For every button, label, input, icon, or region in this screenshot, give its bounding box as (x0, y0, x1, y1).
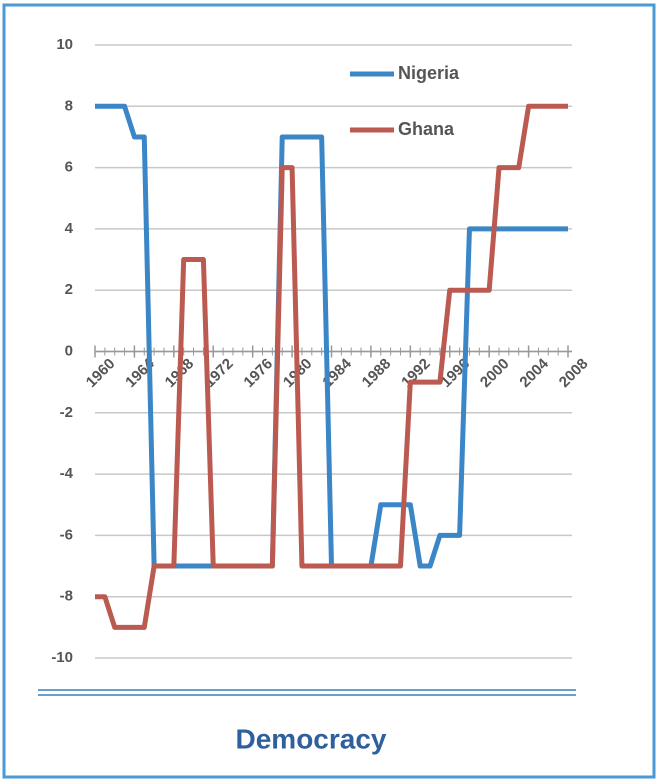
legend-label: Ghana (398, 119, 455, 139)
y-tick-label: -4 (60, 465, 74, 482)
y-tick-label: 2 (65, 281, 73, 298)
chart-title: Democracy (236, 723, 387, 754)
y-tick-label: -8 (60, 588, 73, 605)
y-tick-label: -2 (60, 404, 73, 421)
y-tick-label: 4 (65, 220, 74, 237)
y-tick-label: 0 (65, 342, 73, 359)
y-tick-label: 6 (65, 159, 73, 176)
y-tick-label: -6 (60, 526, 73, 543)
y-tick-label: 8 (65, 97, 73, 114)
y-tick-label: -10 (51, 649, 73, 666)
series-line (95, 103, 568, 630)
legend-label: Nigeria (398, 63, 460, 83)
y-tick-label: 10 (56, 36, 73, 53)
